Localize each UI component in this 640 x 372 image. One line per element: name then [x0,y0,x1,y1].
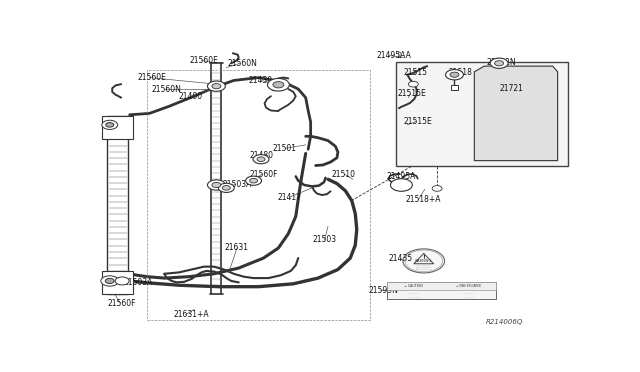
Text: - - - - - - -: - - - - - - - [462,295,474,298]
Text: 21721: 21721 [500,84,524,93]
Bar [451,85,458,90]
Circle shape [408,81,419,87]
Circle shape [212,182,221,187]
Text: 21515: 21515 [404,68,428,77]
Polygon shape [474,66,557,161]
Text: 21560F: 21560F [108,298,136,308]
Text: 21631+A: 21631+A [173,310,209,319]
Circle shape [257,157,265,161]
Circle shape [450,72,459,77]
Text: ____________: ____________ [415,267,432,271]
Text: - - - - - - -: - - - - - - - [462,291,474,295]
Text: - - - - - - -: - - - - - - - [408,291,420,295]
Text: 21503: 21503 [312,235,336,244]
Text: 21495AA: 21495AA [376,51,412,60]
Text: 21560F: 21560F [250,170,278,179]
Circle shape [212,84,221,89]
Bar [102,271,133,294]
Text: 21510: 21510 [332,170,356,179]
Bar [387,282,495,299]
Text: 21560N: 21560N [228,59,258,68]
Text: 21400: 21400 [178,92,202,101]
Text: 21417: 21417 [277,193,301,202]
Text: 21495A: 21495A [386,173,415,182]
Circle shape [403,249,445,273]
Bar [387,282,495,290]
Circle shape [106,278,114,283]
Circle shape [102,120,118,129]
Text: ⚠ CAUTION: ⚠ CAUTION [404,284,423,288]
Circle shape [115,277,129,285]
Text: WARNING: WARNING [415,260,432,263]
Text: ___________: ___________ [416,262,431,266]
Text: - - - - - - -: - - - - - - - [408,295,420,298]
Text: ____________: ____________ [415,264,432,268]
Circle shape [495,61,504,66]
Circle shape [218,183,234,192]
Bar [396,62,568,166]
Circle shape [273,81,284,88]
Text: 21712N: 21712N [486,58,516,67]
Circle shape [390,179,412,191]
Circle shape [106,122,114,127]
Text: 21631: 21631 [225,243,249,252]
Circle shape [101,276,118,286]
Bar [108,116,128,294]
Text: 21515E: 21515E [404,117,433,126]
Text: 21560E: 21560E [137,73,166,82]
Text: 21430: 21430 [249,76,273,85]
Text: 21560N: 21560N [152,84,182,93]
Circle shape [250,179,257,183]
Text: 21515E: 21515E [398,89,427,99]
Text: 21599N: 21599N [368,286,398,295]
Circle shape [207,180,225,190]
Circle shape [445,70,463,80]
Text: ⚠ MISE EN GARDE: ⚠ MISE EN GARDE [456,284,481,288]
Text: !: ! [422,255,425,260]
Circle shape [246,176,262,185]
Text: 21435: 21435 [388,254,412,263]
Circle shape [207,81,225,92]
Text: 21503A: 21503A [123,279,152,288]
Text: 🔑: 🔑 [397,53,401,58]
Text: 21501: 21501 [273,144,296,153]
Bar [102,116,133,139]
Circle shape [490,58,508,68]
Circle shape [268,78,289,91]
Text: R214006Q: R214006Q [486,319,523,325]
Text: 21518: 21518 [449,68,472,77]
Text: 21503A: 21503A [223,180,252,189]
Circle shape [253,155,269,164]
Circle shape [432,186,442,191]
Text: 21480: 21480 [250,151,274,160]
Circle shape [222,186,230,190]
Text: 21560E: 21560E [189,56,218,65]
Text: 21518+A: 21518+A [406,195,442,204]
